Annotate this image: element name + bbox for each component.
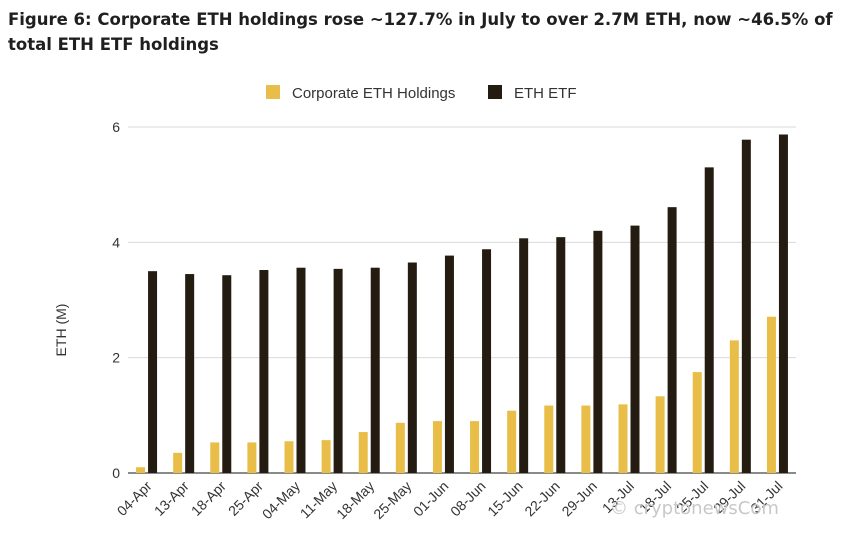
x-tick-label: 22-Jun (521, 478, 563, 520)
bar-eth-etf (222, 275, 232, 473)
y-axis-ticks: 0 2 4 6 (112, 119, 120, 481)
bar-eth-etf (519, 238, 529, 473)
x-tick-label: 18-May (333, 478, 377, 522)
bar-corporate (766, 316, 776, 473)
x-tick-label: 18-Apr (188, 478, 229, 519)
bar-corporate (136, 467, 146, 473)
x-tick-label: 29-Jun (558, 478, 600, 520)
bar-corporate (692, 372, 702, 473)
x-tick-label: 04-Apr (114, 478, 155, 519)
watermark-text: © cryptonewsCom (610, 498, 779, 519)
bar-corporate (544, 405, 554, 473)
y-tick-label: 6 (112, 119, 120, 135)
bar-eth-etf (556, 237, 566, 473)
bar-corporate (655, 396, 665, 473)
x-tick-label: 11-May (297, 478, 341, 522)
bar-corporate (432, 421, 442, 473)
y-tick-label: 2 (112, 350, 120, 366)
bar-corporate (358, 432, 368, 473)
legend: Corporate ETH Holdings ETH ETF (266, 85, 577, 102)
bar-corporate (173, 452, 183, 473)
bar-eth-etf (630, 225, 640, 473)
bar-eth-etf (259, 270, 269, 473)
x-tick-label: 15-Jun (484, 478, 526, 520)
x-tick-label: 08-Jun (447, 478, 489, 520)
bar-eth-etf (667, 207, 677, 473)
bar-corporate (247, 442, 257, 473)
x-tick-label: 04-May (259, 478, 303, 522)
gridlines (128, 126, 796, 474)
bar-eth-etf (593, 230, 603, 473)
bar-corporate (729, 340, 739, 473)
x-tick-label: 01-Jun (410, 478, 452, 520)
y-axis-label: ETH (M) (53, 304, 69, 357)
bar-eth-etf (407, 262, 417, 473)
y-tick-label: 4 (112, 234, 120, 250)
bar-corporate (618, 404, 628, 473)
bar-eth-etf (482, 249, 492, 473)
x-tick-label: 13-Apr (151, 478, 192, 519)
bar-eth-etf (296, 267, 306, 473)
bar-eth-etf (778, 134, 788, 473)
bar-eth-etf (148, 271, 158, 473)
chart-title: Figure 6: Corporate ETH holdings rose ~1… (8, 10, 833, 54)
x-tick-label: 25-May (370, 478, 414, 522)
bar-eth-etf (444, 255, 454, 473)
bar-corporate (470, 421, 480, 473)
legend-swatch (488, 85, 502, 99)
bar-eth-etf (741, 139, 751, 474)
legend-label: Corporate ETH Holdings (292, 85, 455, 102)
bar-eth-etf (185, 274, 195, 473)
y-tick-label: 0 (112, 465, 120, 481)
bar-eth-etf (704, 167, 714, 473)
bar-corporate (507, 410, 517, 473)
bar-corporate (321, 440, 331, 473)
legend-label: ETH ETF (514, 85, 577, 102)
bar-corporate (395, 422, 405, 473)
bar-corporate (284, 441, 294, 473)
bar-eth-etf (370, 267, 380, 473)
bar-corporate (210, 442, 220, 473)
bars (136, 134, 788, 474)
bar-corporate (581, 405, 591, 473)
legend-swatch (266, 85, 280, 99)
bar-eth-etf (333, 268, 343, 473)
